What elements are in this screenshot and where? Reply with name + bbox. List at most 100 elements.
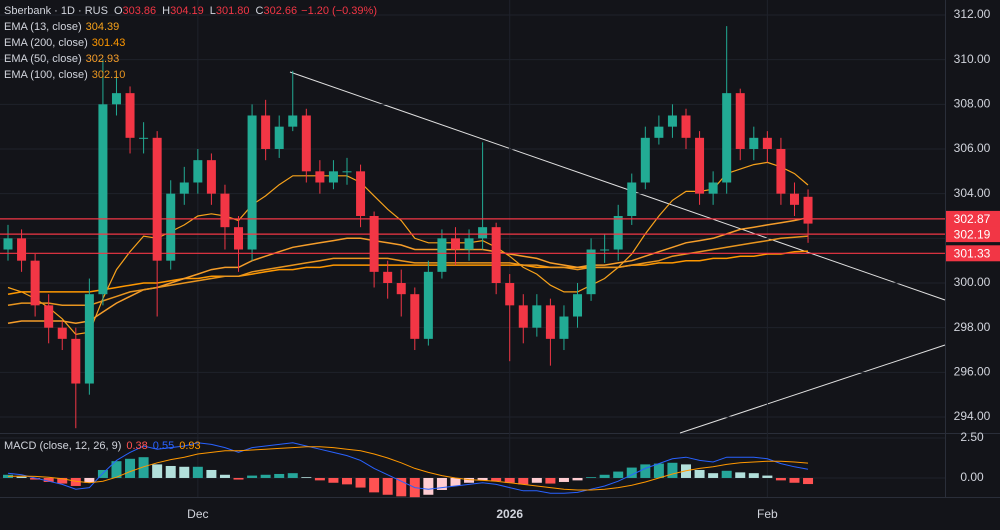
histogram-bar: [586, 477, 597, 478]
candle-body: [437, 238, 447, 272]
histogram-bar: [396, 477, 407, 497]
histogram-bar: [382, 477, 393, 495]
candle-body: [749, 137, 759, 149]
candle-body: [261, 115, 271, 149]
histogram-bar: [206, 469, 217, 478]
histogram-bar: [613, 471, 624, 478]
histogram-bar: [274, 473, 285, 478]
macd-line: [7, 442, 809, 494]
candle-body: [478, 227, 488, 239]
candle-body: [342, 171, 352, 173]
ohlc-key: L: [209, 5, 216, 17]
candle-body: [383, 271, 393, 284]
header-row: Sberbank · 1D · RUS O303.86 H304.19 L301.8…: [4, 3, 377, 19]
legend-value: 304.39: [85, 21, 120, 33]
price-label-box: [946, 245, 1000, 262]
candle-body: [762, 137, 772, 149]
legend-value: 0.38: [126, 440, 148, 452]
y-tick-label: 0.00: [960, 470, 984, 484]
y-tick-label: 2.50: [960, 430, 984, 444]
histogram-bar: [16, 476, 27, 478]
candle-body: [206, 160, 216, 194]
ohlc-item: L301.80: [210, 3, 250, 19]
histogram-bar: [640, 464, 651, 478]
candle-body: [559, 316, 569, 339]
price-label-box: [946, 226, 1000, 243]
histogram-bar: [545, 477, 556, 484]
candle-body: [369, 216, 379, 272]
ohlc-value: 302.66: [263, 5, 298, 17]
candle-body: [220, 193, 230, 228]
y-tick-label: 296.00: [954, 365, 991, 379]
candle-body: [518, 305, 528, 328]
price-label: 301.33: [954, 246, 991, 260]
legend-entry: EMA (100, close) 302.10: [4, 67, 377, 83]
histogram-bar: [152, 464, 163, 478]
y-tick-label: 294.00: [954, 409, 991, 423]
histogram-bar: [464, 477, 475, 483]
legend-entry: EMA (13, close) 304.39: [4, 19, 377, 35]
candle-body: [57, 327, 67, 339]
candle-body: [545, 305, 555, 339]
histogram-bar: [653, 463, 664, 478]
histogram-bar: [708, 473, 719, 478]
ema-line: [7, 161, 809, 336]
candle-body: [776, 148, 786, 194]
histogram-bar: [748, 473, 759, 478]
legend-value: 302.10: [91, 69, 126, 81]
candle-body: [288, 115, 298, 127]
ohlc-key: C: [255, 5, 264, 17]
histogram-bar: [287, 473, 298, 478]
candle-body: [274, 126, 284, 149]
change: −1.20 (−0.39%): [301, 5, 377, 17]
ohlc-key: H: [162, 5, 171, 17]
legend-entry: EMA (50, close) 302.93: [4, 51, 377, 67]
histogram-bar: [423, 477, 434, 495]
trend-line: [679, 344, 946, 434]
histogram-bar: [314, 477, 325, 481]
histogram-bar: [125, 458, 136, 478]
candle-body: [586, 249, 596, 295]
legend-name: EMA (13, close): [4, 21, 82, 33]
candle-body: [789, 193, 799, 205]
histogram-bar: [247, 475, 258, 478]
y-tick-label: 308.00: [954, 96, 991, 110]
histogram-bar: [599, 474, 610, 478]
candle-body: [139, 137, 149, 139]
candle-body: [30, 260, 40, 306]
legend-value: 0.93: [179, 440, 201, 452]
histogram-bar: [97, 469, 108, 478]
candle-body: [152, 137, 162, 261]
y-tick-label: 312.00: [954, 7, 991, 21]
ohlc-value: 301.80: [215, 5, 250, 17]
histogram-bar: [233, 477, 244, 480]
histogram-bar: [518, 477, 529, 485]
ohlc-item: C302.66: [256, 3, 298, 19]
histogram-bar: [165, 465, 176, 478]
ohlc-item: H304.19: [162, 3, 204, 19]
symbol: Sberbank · 1D · RUS: [4, 5, 108, 17]
price-label: 302.19: [954, 227, 991, 241]
macd-legend: MACD (close, 12, 26, 9) 0.38 0.55 0.93: [4, 440, 201, 452]
histogram-bar: [355, 477, 366, 488]
ema-legend: EMA (13, close) 304.39 EMA (200, close) 301…: [4, 19, 377, 83]
candle-body: [464, 238, 474, 250]
histogram-bar: [450, 477, 461, 486]
legend: Sberbank · 1D · RUS O303.86 H304.19 L301.8…: [4, 3, 377, 83]
candle-body: [328, 171, 338, 183]
candle-body: [803, 196, 813, 224]
candle-body: [166, 193, 176, 261]
y-tick-label: 310.00: [954, 52, 991, 66]
y-tick-label: 306.00: [954, 141, 991, 155]
histogram-bar: [84, 477, 95, 483]
macd-title: MACD (close, 12, 26, 9): [4, 440, 122, 452]
ohlc-value: 303.86: [122, 5, 157, 17]
x-tick-label: Dec: [187, 507, 208, 521]
histogram-bar: [192, 466, 203, 478]
macd-line: [7, 446, 809, 491]
price-label: 302.87: [954, 212, 991, 226]
histogram-bar: [667, 462, 678, 478]
histogram-bar: [694, 469, 705, 478]
